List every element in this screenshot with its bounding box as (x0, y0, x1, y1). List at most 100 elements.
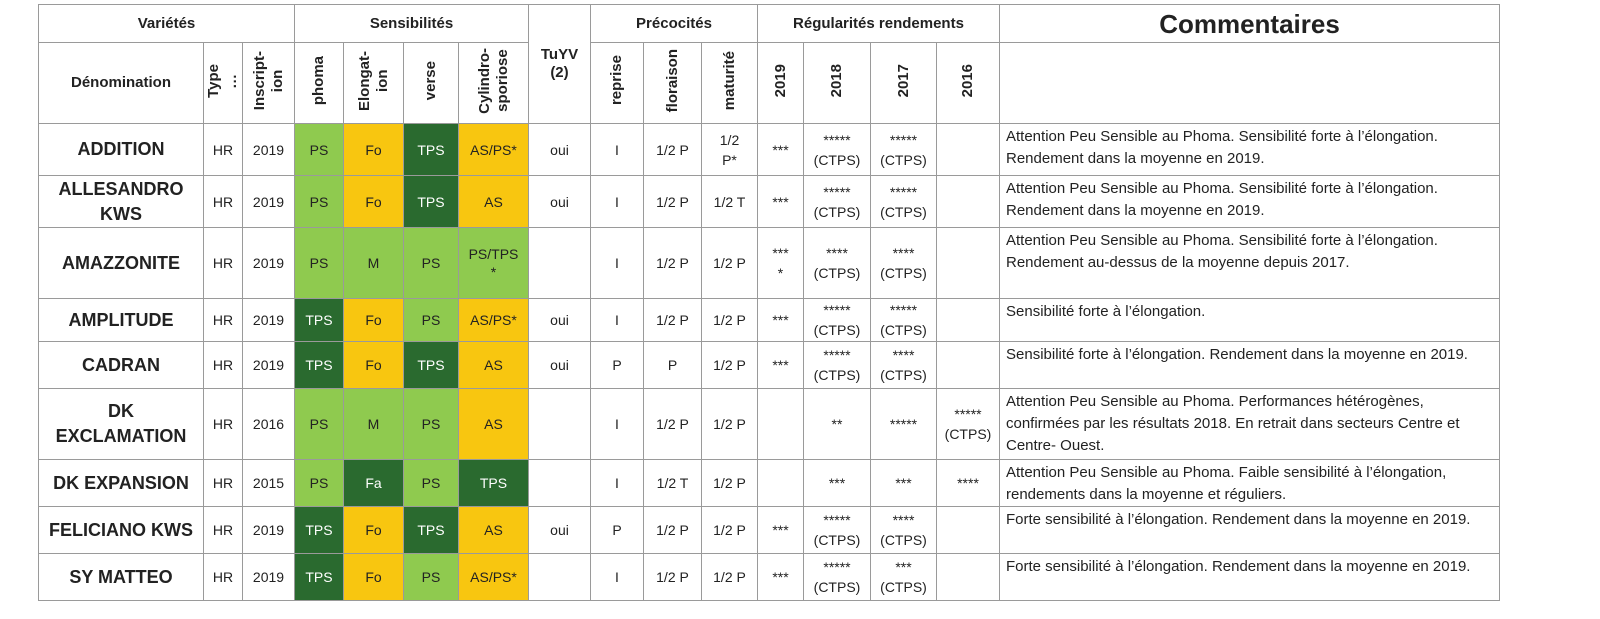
header-elongation-label: Elongat- ion (355, 50, 391, 111)
reprise-cell: I (590, 175, 644, 228)
variety-name: AMAZZONITE (38, 227, 204, 299)
header-2016: 2016 (936, 42, 1000, 124)
cylindro-cell: AS (458, 175, 529, 228)
table-row: FELICIANO KWS HR 2019 TPS Fo TPS AS oui P 1/2 P 1/… (38, 506, 1500, 554)
verse-cell: TPS (403, 341, 459, 389)
verse-cell: PS (403, 388, 459, 460)
maturite-cell: 1/2 P (701, 506, 758, 554)
elongation-cell: Fo (343, 553, 404, 601)
variety-name: DK EXPANSION (38, 459, 204, 507)
comment-cell: Forte sensibilité à l’élongation. Rendem… (999, 506, 1500, 554)
header-varietes: Variétés (38, 4, 295, 43)
rendement-2018-cell: ***** (CTPS) (803, 553, 871, 601)
type-cell: HR (203, 227, 243, 299)
floraison-cell: 1/2 P (643, 123, 702, 176)
header-2018: 2018 (803, 42, 871, 124)
header-precocites: Précocités (590, 4, 758, 43)
rendement-2017-cell: **** (CTPS) (870, 227, 937, 299)
header-comment-blank (999, 42, 1500, 124)
variety-name: ALLESANDRO KWS (38, 175, 204, 228)
header-2017: 2017 (870, 42, 937, 124)
cylindro-cell: AS/PS* (458, 298, 529, 342)
header-maturite-label: maturité (720, 50, 738, 111)
tuyv-cell: oui (528, 123, 591, 176)
floraison-cell: P (643, 341, 702, 389)
rendement-2017-cell: ***** (CTPS) (870, 175, 937, 228)
rendement-2016-cell (936, 227, 1000, 299)
elongation-cell: Fo (343, 506, 404, 554)
rendement-2017-cell: **** (CTPS) (870, 506, 937, 554)
maturite-cell: 1/2 P (701, 298, 758, 342)
phoma-cell: PS (294, 123, 344, 176)
inscription-cell: 2019 (242, 298, 295, 342)
tuyv-cell: oui (528, 298, 591, 342)
variety-name: SY MATTEO (38, 553, 204, 601)
maturite-cell: 1/2 P (701, 553, 758, 601)
elongation-cell: Fo (343, 341, 404, 389)
rendement-2016-cell (936, 175, 1000, 228)
rendement-2019-cell: *** (757, 298, 804, 342)
header-2016-label: 2016 (959, 63, 976, 98)
header-type-label: Type … (205, 63, 240, 98)
comment-cell: Attention Peu Sensible au Phoma. Sensibi… (999, 227, 1500, 299)
phoma-cell: TPS (294, 341, 344, 389)
phoma-cell: PS (294, 227, 344, 299)
type-cell: HR (203, 459, 243, 507)
tuyv-cell (528, 553, 591, 601)
inscription-cell: 2019 (242, 175, 295, 228)
table-row: SY MATTEO HR 2019 TPS Fo PS AS/PS* I 1/2 P 1/2 P *… (38, 553, 1500, 601)
rendement-2016-cell (936, 123, 1000, 176)
header-tuyv-label: TuYV (2) (540, 46, 579, 81)
tuyv-cell (528, 227, 591, 299)
rendement-2016-cell (936, 341, 1000, 389)
header-verse-label: verse (422, 60, 439, 101)
rendement-2016-cell (936, 506, 1000, 554)
type-cell: HR (203, 506, 243, 554)
phoma-cell: TPS (294, 506, 344, 554)
maturite-cell: 1/2 P (701, 388, 758, 460)
floraison-cell: 1/2 P (643, 227, 702, 299)
type-cell: HR (203, 553, 243, 601)
comment-cell: Sensibilité forte à l’élongation. (999, 298, 1500, 342)
elongation-cell: Fo (343, 123, 404, 176)
comment-cell: Attention Peu Sensible au Phoma. Faible … (999, 459, 1500, 507)
tuyv-cell: oui (528, 341, 591, 389)
floraison-cell: 1/2 P (643, 553, 702, 601)
cylindro-cell: AS (458, 506, 529, 554)
elongation-cell: M (343, 227, 404, 299)
floraison-cell: 1/2 P (643, 388, 702, 460)
rendement-2018-cell: ***** (CTPS) (803, 123, 871, 176)
rendement-2019-cell: *** * (757, 227, 804, 299)
rendement-2017-cell: ***** (870, 388, 937, 460)
reprise-cell: I (590, 298, 644, 342)
reprise-cell: P (590, 506, 644, 554)
rendement-2019-cell: *** (757, 553, 804, 601)
rendement-2019-cell: *** (757, 506, 804, 554)
inscription-cell: 2016 (242, 388, 295, 460)
table-row: AMAZZONITE HR 2019 PS M PS PS/TPS * I 1/2 P 1/2 P… (38, 227, 1500, 299)
variety-name: FELICIANO KWS (38, 506, 204, 554)
cylindro-cell: AS (458, 341, 529, 389)
rendement-2016-cell: ***** (CTPS) (936, 388, 1000, 460)
table-row: DK EXCLAMATION HR 2016 PS M PS AS I 1/2 P 1/2 P **… (38, 388, 1500, 460)
floraison-cell: 1/2 P (643, 175, 702, 228)
inscription-cell: 2019 (242, 506, 295, 554)
header-verse: verse (403, 42, 459, 124)
tuyv-cell (528, 459, 591, 507)
elongation-cell: Fo (343, 175, 404, 228)
inscription-cell: 2019 (242, 341, 295, 389)
comment-cell: Attention Peu Sensible au Phoma. Sensibi… (999, 123, 1500, 176)
header-phoma: phoma (294, 42, 344, 124)
phoma-cell: TPS (294, 553, 344, 601)
rendement-2019-cell (757, 388, 804, 460)
type-cell: HR (203, 175, 243, 228)
type-cell: HR (203, 123, 243, 176)
rendement-2018-cell: ***** (CTPS) (803, 506, 871, 554)
header-inscription: Inscript- ion (242, 42, 295, 124)
header-cylindro-label: Cylindro- sporiose (475, 47, 511, 114)
rendement-2016-cell (936, 553, 1000, 601)
comment-cell: Attention Peu Sensible au Phoma. Sensibi… (999, 175, 1500, 228)
verse-cell: PS (403, 298, 459, 342)
inscription-cell: 2019 (242, 227, 295, 299)
header-regularites: Régularités rendements (757, 4, 1000, 43)
